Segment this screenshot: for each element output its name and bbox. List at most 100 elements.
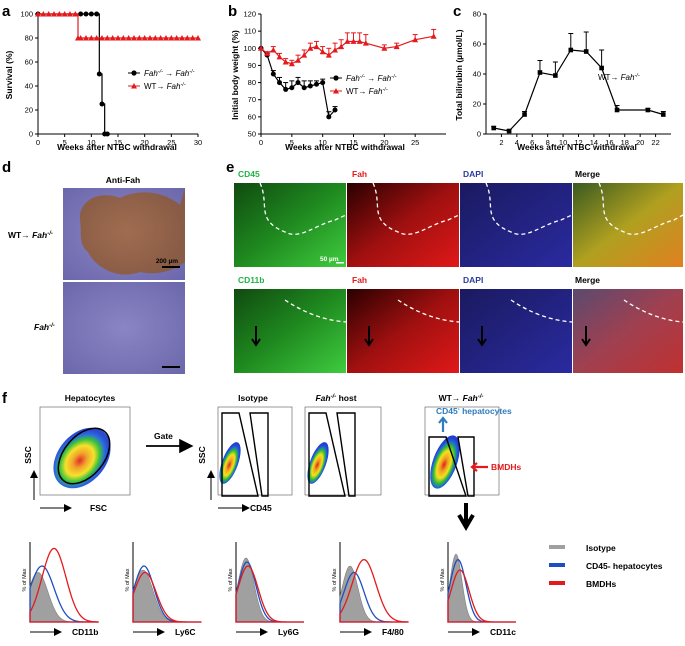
data-point-1-4	[282, 59, 289, 65]
data-point-0-8	[104, 131, 110, 137]
data-point-1-20	[412, 36, 419, 43]
series-line-1	[38, 13, 198, 39]
histogram-ylabel: % of Max	[440, 568, 446, 591]
flow-label-bmdhs: BMDHs	[491, 462, 521, 472]
histogram-ylabel: % of Max	[228, 568, 234, 591]
data-point-1-16	[115, 35, 121, 41]
data-point-1-2	[45, 11, 52, 17]
y-tick-label: 100	[20, 10, 33, 19]
data-point-1-19	[393, 43, 400, 50]
data-point-0-10	[320, 80, 326, 86]
data-point-1-14	[344, 38, 351, 44]
y-tick-label: 50	[248, 130, 256, 139]
data-point-0-3	[537, 70, 543, 75]
if-image-dapi	[460, 183, 572, 267]
chart-b-legend-item-2: WT→ Fah-/-	[346, 87, 388, 96]
legend-swatch-isotype	[549, 545, 565, 549]
legend-marker-circle-icon	[333, 75, 339, 81]
legend-marker-circle-icon	[131, 70, 137, 76]
y-tick-label: 80	[473, 10, 481, 19]
if-image-merge-2	[573, 289, 683, 373]
panel-e-label-fah: Fah	[352, 169, 367, 179]
chart-c-legend-item: WT→ Fah-/-	[598, 73, 640, 82]
panel-label-f: f	[2, 390, 8, 407]
panel-label-a: a	[2, 3, 11, 20]
panel-label-d: d	[2, 159, 11, 176]
data-point-1-11	[88, 35, 95, 41]
panel-e-label-merge: Merge	[575, 169, 600, 179]
chart-a-xlabel: Weeks after NTBC withdrawal	[57, 142, 177, 152]
panel-e-label-fah-2: Fah	[352, 275, 367, 285]
data-point-1-9	[77, 35, 84, 41]
arrow-down-icon	[364, 326, 374, 347]
data-point-1-18	[125, 35, 132, 41]
panel-e-label-dapi-2: DAPI	[463, 275, 483, 285]
series-line-0	[493, 49, 664, 132]
chart-a-legend-item-2: WT→ Fah-/-	[144, 82, 186, 91]
arrow-up-icon	[438, 416, 448, 432]
data-point-1-19	[131, 35, 137, 41]
x-tick-label: 5	[290, 138, 294, 147]
histogram-ylabel: % of Max	[22, 568, 28, 591]
x-tick-label: 14	[590, 138, 598, 147]
flow-label-cd45neg: CD45- hepatocytes	[436, 406, 512, 416]
data-point-1-0	[35, 11, 41, 17]
if-image-fah	[347, 183, 459, 267]
legend-marker-triangle-icon	[131, 83, 137, 89]
data-point-0-9	[645, 107, 651, 113]
y-tick-label: 80	[25, 34, 33, 43]
data-point-1-13	[338, 43, 345, 50]
panel-e-label-merge-2: Merge	[575, 275, 600, 285]
y-tick-label: 40	[473, 70, 481, 79]
y-tick-label: 40	[25, 82, 33, 91]
data-point-1-12	[332, 47, 338, 53]
histogram-4-series-2	[447, 569, 516, 623]
data-point-0-1	[78, 11, 84, 17]
data-point-1-29	[184, 35, 191, 41]
gate-ellipse	[57, 427, 111, 485]
data-point-1-28	[179, 35, 185, 41]
y-tick-label: 90	[248, 61, 256, 70]
arrow-down-icon	[477, 326, 487, 347]
data-point-1-9	[313, 43, 320, 50]
data-point-0-0	[491, 125, 497, 131]
y-tick-label: 20	[473, 100, 481, 109]
chart-c-xlabel: Weeks after NTBC withdrawal	[517, 142, 637, 152]
data-point-0-7	[301, 85, 307, 91]
panel-d-title: Anti-Fah	[106, 175, 140, 185]
data-point-1-22	[147, 35, 153, 41]
histogram-xlabel-2: Ly6G	[278, 627, 299, 637]
data-point-1-14	[104, 35, 111, 41]
chart-b-legend-item-1: Fah-/- → Fah-/-	[346, 74, 397, 83]
panel-e-scalebar-label: 50 µm	[320, 256, 339, 263]
x-tick-label: 30	[194, 138, 202, 147]
ihc-image-fah	[63, 282, 185, 374]
data-point-1-26	[168, 35, 175, 41]
if-image-fah-2	[347, 289, 459, 373]
data-point-0-1	[506, 128, 512, 134]
data-point-1-21	[430, 33, 437, 39]
histogram-legend: Isotype CD45- hepatocytes BMDHs	[549, 543, 663, 589]
if-image-cd45	[234, 183, 346, 267]
histogram-xlabel-1: Ly6C	[175, 627, 195, 637]
histogram-legend-item-cd45neg: CD45- hepatocytes	[586, 561, 663, 571]
panel-d-row2-label: Fah-/-	[34, 322, 55, 332]
data-point-0-6	[295, 80, 301, 86]
x-tick-label: 0	[36, 138, 40, 147]
chart-b-xlabel: Weeks after NTBC withdrawal	[285, 142, 405, 152]
x-tick-label: 10	[318, 138, 326, 147]
data-point-1-21	[141, 35, 148, 41]
x-tick-label: 22	[651, 138, 659, 147]
arrow-left-icon	[470, 462, 488, 472]
x-tick-label: 10	[87, 138, 95, 147]
axis-label-cd45: CD45	[250, 503, 272, 513]
panel-f-flow: Hepatocytes SSC FSC Gate Isotype SSC CD4…	[23, 393, 521, 531]
legend-marker-triangle-icon	[333, 88, 339, 94]
panel-f-histograms: % of Max CD11b % of Max Ly6C % of Max Ly6G % o…	[22, 542, 516, 637]
y-tick-label: 60	[248, 112, 256, 121]
panel-e-label-dapi: DAPI	[463, 169, 483, 179]
x-tick-label: 15	[349, 138, 357, 147]
data-point-0-11	[326, 114, 332, 120]
if-image-cd11b	[234, 289, 346, 373]
data-point-1-0	[258, 45, 264, 51]
